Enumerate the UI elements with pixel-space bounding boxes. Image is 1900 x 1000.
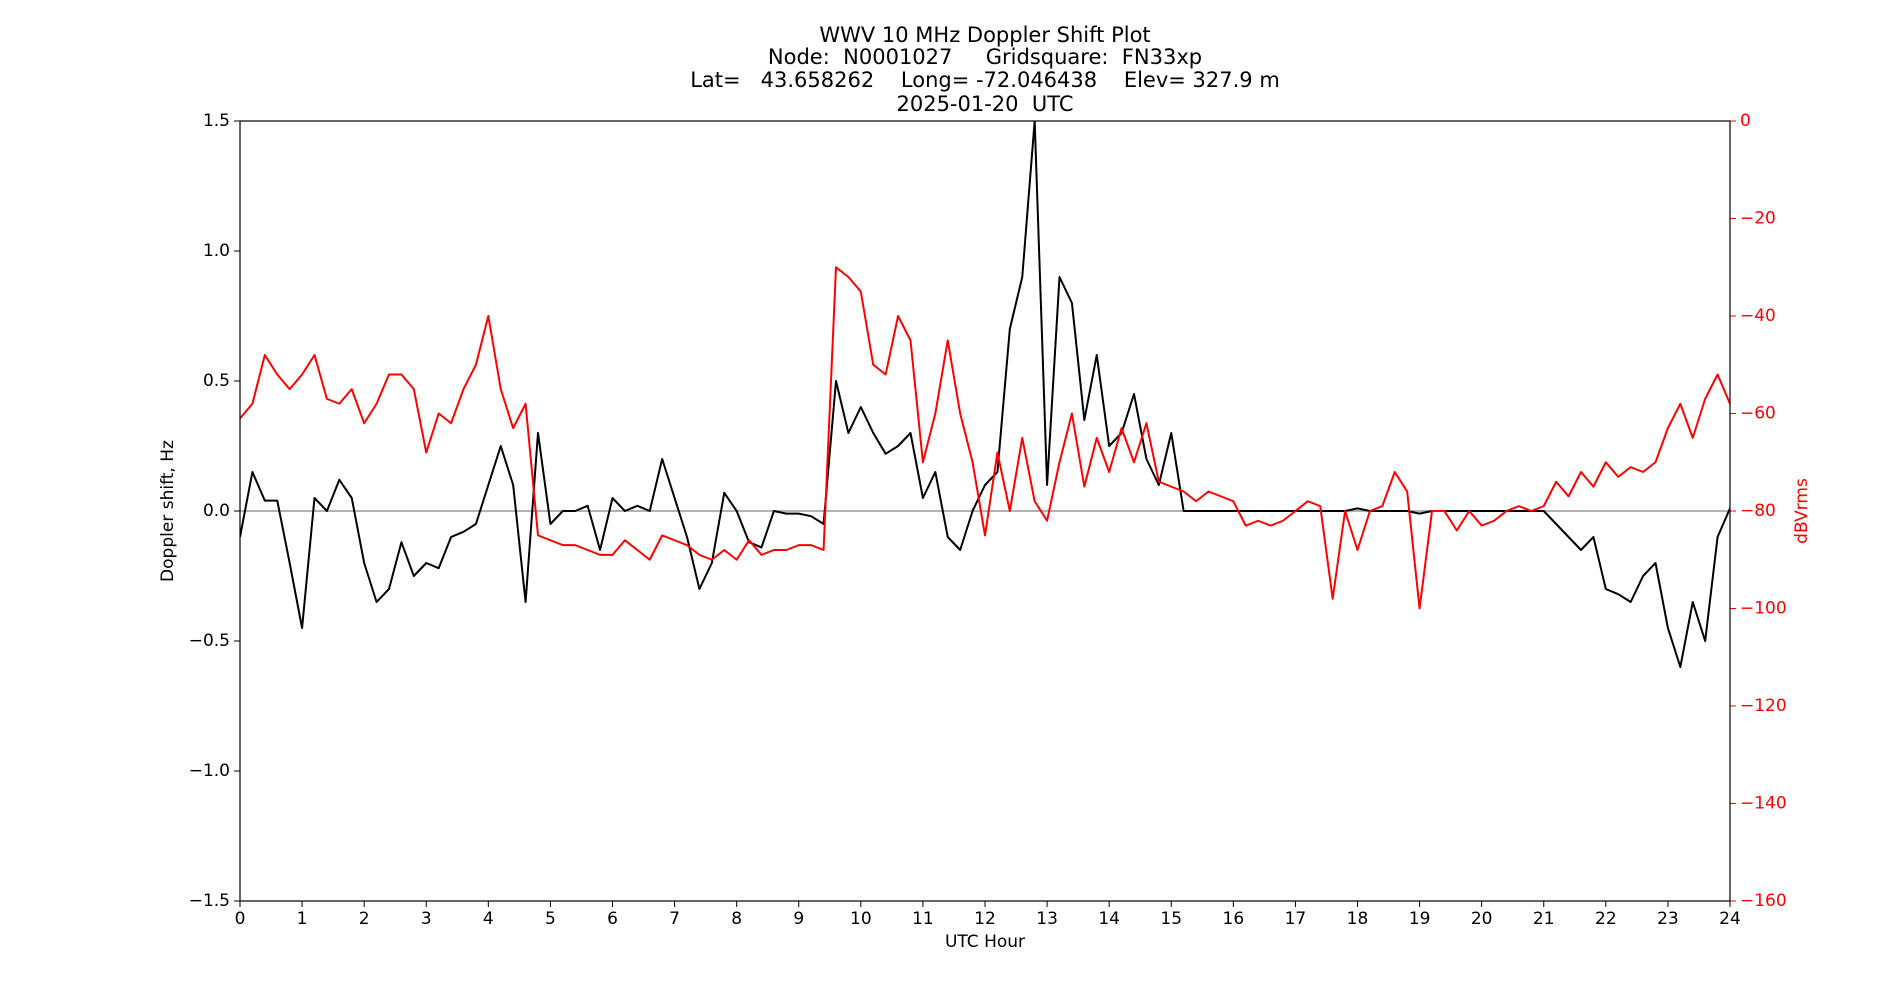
x-tick-label: 16 (1223, 909, 1245, 929)
y2-tick-label: −40 (1740, 306, 1776, 326)
x-tick-label: 6 (607, 909, 618, 929)
y-tick-label: 1.5 (203, 111, 230, 131)
x-tick-label: 13 (1036, 909, 1058, 929)
x-tick-label: 2 (359, 909, 370, 929)
chart-subtitle: Lat= 43.658262 Long= -72.046438 Elev= 32… (690, 68, 1280, 92)
x-tick-label: 24 (1719, 909, 1741, 929)
x-tick-label: 10 (850, 909, 872, 929)
x-tick-label: 21 (1533, 909, 1555, 929)
x-tick-label: 1 (297, 909, 308, 929)
x-tick-label: 22 (1595, 909, 1617, 929)
y-tick-label: 0.5 (203, 371, 230, 391)
y-tick-label: −1.5 (189, 891, 230, 911)
y-axis-label: Doppler shift, Hz (158, 440, 178, 582)
y2-tick-label: −120 (1740, 696, 1787, 716)
x-tick-label: 8 (731, 909, 742, 929)
x-tick-label: 18 (1347, 909, 1369, 929)
plot-frame (239, 120, 1731, 902)
y2-tick-label: −20 (1740, 209, 1776, 229)
y2-tick-label: −160 (1740, 891, 1787, 911)
x-tick-label: 11 (912, 909, 934, 929)
data-line (240, 266, 1730, 610)
y-tick-label: −0.5 (189, 631, 230, 651)
chart-title: WWV 10 MHz Doppler Shift Plot (819, 23, 1150, 47)
x-tick-label: 12 (974, 909, 996, 929)
chart-subtitle: 2025-01-20 UTC (896, 92, 1073, 116)
y2-tick-label: −60 (1740, 404, 1776, 424)
x-tick-label: 0 (235, 909, 246, 929)
y-tick-label: 1.0 (203, 241, 230, 261)
x-tick-label: 5 (545, 909, 556, 929)
x-tick-label: 17 (1285, 909, 1307, 929)
x-tick-label: 9 (793, 909, 804, 929)
x-tick-label: 23 (1657, 909, 1679, 929)
y-tick-label: −1.0 (189, 761, 230, 781)
x-tick-label: 19 (1409, 909, 1431, 929)
x-tick-label: 4 (483, 909, 494, 929)
data-line (240, 121, 1730, 668)
y2-tick-label: −140 (1740, 794, 1787, 814)
x-tick-label: 15 (1160, 909, 1182, 929)
y2-tick-label: −80 (1740, 501, 1776, 521)
x-axis-label: UTC Hour (945, 932, 1025, 952)
x-tick-label: 3 (421, 909, 432, 929)
x-tick-label: 14 (1098, 909, 1120, 929)
chart-subtitle: Node: N0001027 Gridsquare: FN33xp (768, 45, 1202, 69)
y-tick-label: 0.0 (203, 501, 230, 521)
y2-tick-label: 0 (1740, 111, 1751, 131)
y2-axis-label: dBVrms (1792, 478, 1812, 544)
x-tick-label: 20 (1471, 909, 1493, 929)
x-tick-label: 7 (669, 909, 680, 929)
y2-tick-label: −100 (1740, 599, 1787, 619)
